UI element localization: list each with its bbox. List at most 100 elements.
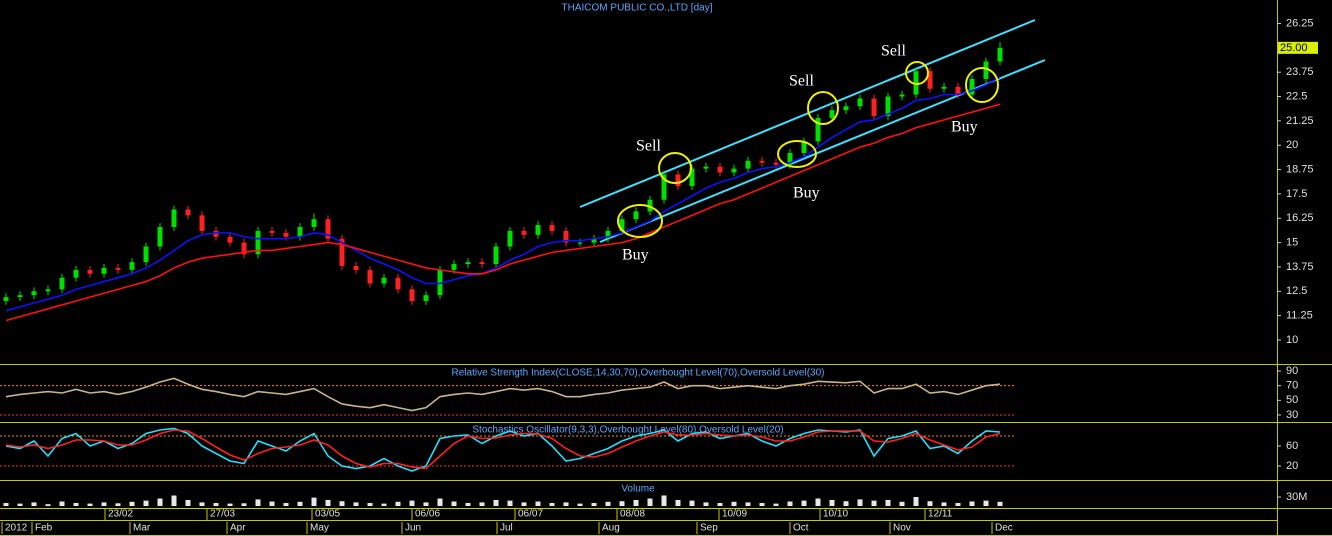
candle-body [675,174,681,187]
x-tick-label: 06/06 [415,509,440,520]
volume-bar [507,500,513,506]
candle-body [45,289,51,292]
x-tick-label: 23/02 [108,509,133,520]
y-tick-label: 90 [1286,365,1298,377]
candle-body [535,225,541,235]
panel-title: Stochastics Oscillator(9,3,3),Overbought… [472,425,783,436]
x-tick-label: Jun [405,523,421,534]
candle-body [857,98,863,107]
volume-bar [633,500,639,506]
candle-body [73,269,79,278]
volume-bar [647,498,653,506]
candle-body [311,219,317,228]
volume-bar [605,501,611,506]
candle-body [997,47,1003,62]
candle-body [381,277,387,284]
volume-bar [73,503,79,506]
x-tick-label: 10/09 [722,509,747,520]
annotation: Sell [789,73,814,90]
y-tick-label: 13.75 [1286,261,1314,273]
y-tick-label: 21.25 [1286,115,1314,127]
volume-bar [773,503,779,506]
candle-body [59,277,65,290]
volume-bar [381,503,387,506]
candle-body [101,267,107,274]
volume-bar [759,503,765,506]
volume-bar [297,501,303,506]
volume-bar [227,503,233,506]
candle-body [899,94,905,97]
x-tick-label: Feb [35,523,53,534]
volume-bar [213,503,219,506]
signal-circle [807,91,839,125]
y-tick-label: 30M [1286,491,1307,503]
signal-circle [658,152,692,184]
series-line [5,429,1001,470]
volume-bar [241,503,247,506]
candle-body [297,227,303,237]
candle-body [451,264,457,270]
volume-bar [199,502,205,506]
panel-title: Volume [621,484,655,495]
signal-circle [777,140,817,168]
volume-bar [255,499,261,506]
series-line [5,377,1001,412]
volume-bar [899,501,905,506]
x-tick-label: Nov [893,523,911,534]
candle-body [521,230,527,235]
candle-body [339,238,345,266]
y-tick-label: 23.75 [1286,66,1314,78]
candle-body [815,117,821,142]
candle-body [801,141,807,154]
candle-body [731,168,737,173]
candle-body [703,166,709,169]
volume-bar [913,497,919,506]
volume-bar [591,503,597,506]
volume-bar [129,501,135,506]
volume-bar [787,501,793,506]
series-line [5,76,1001,312]
candle-body [983,61,989,80]
volume-bar [115,503,121,506]
volume-bar [465,503,471,506]
x-tick-label: 10/10 [823,509,848,520]
panel-title: Relative Strength Index(CLOSE,14,30,70),… [452,368,825,379]
volume-bar [353,502,359,506]
volume-bar [59,501,65,506]
y-tick-label: 12.5 [1286,285,1307,297]
y-tick-label: 20 [1286,460,1298,472]
volume-bar [689,500,695,506]
volume-bar [801,500,807,506]
volume-bar [857,499,863,506]
volume-bar [745,502,751,506]
volume-bar [703,502,709,506]
candle-body [199,215,205,231]
volume-bar [171,495,177,506]
candle-body [437,269,443,296]
last-price-label: 25.00 [1280,42,1308,54]
candle-body [423,295,429,302]
candle-body [129,262,135,270]
candle-body [255,230,261,255]
y-tick-label: 20 [1286,139,1298,151]
candle-body [633,211,639,220]
x-tick-label: 27/03 [210,509,235,520]
volume-bar [409,500,415,506]
candle-body [689,168,695,187]
candle-body [409,289,415,302]
volume-bar [983,500,989,506]
candle-body [479,262,485,265]
volume-bar [423,502,429,506]
candle-body [969,79,975,95]
candle-body [717,166,723,173]
y-tick-label: 16.25 [1286,212,1314,224]
volume-bar [157,498,163,506]
y-tick-label: 17.5 [1286,188,1307,200]
volume-bar [535,501,541,506]
candle-body [283,232,289,237]
x-tick-label: Jul [500,523,513,534]
y-tick-label: 26.25 [1286,17,1314,29]
volume-bar [941,502,947,506]
annotation: Buy [622,247,649,264]
